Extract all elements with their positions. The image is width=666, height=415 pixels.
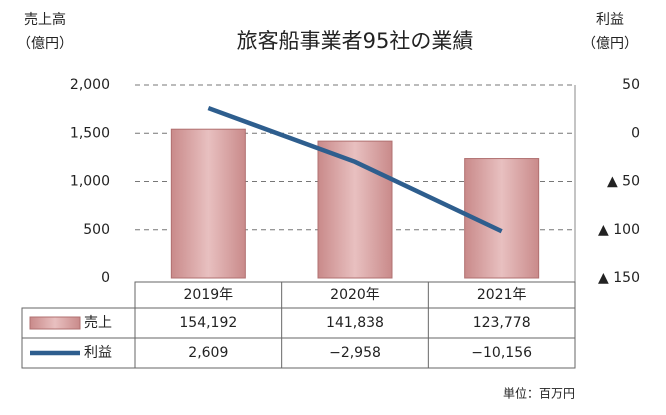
value-label: 141,838 [326,315,384,331]
value-label: −2,958 [329,345,381,361]
y2-tick-label: ▲ 150 [598,270,640,286]
value-label: −10,156 [471,345,532,361]
legend-swatch [29,316,81,330]
value-label: 154,192 [179,315,237,331]
x-tick-label: 2020年 [330,287,380,303]
y2-axis-label: （億円） [582,36,638,52]
value-label: 2,609 [188,345,228,361]
y2-tick-label: ▲ 50 [607,174,640,190]
line [207,105,503,234]
chart-title: 旅客船事業者95社の業績 [237,29,474,53]
legend-label: 売上 [84,315,112,331]
y-axis-label: （億円） [17,36,73,52]
y-tick-label: 500 [83,222,110,238]
y-tick-label: 1,500 [70,125,110,141]
y-tick-label: 1,000 [70,174,110,190]
value-label: 123,778 [473,315,531,331]
x-tick-label: 2019年 [184,287,234,303]
y2-tick-label: 50 [622,77,640,93]
bar [170,128,246,279]
y2-axis-label: 利益 [596,12,624,28]
legend-label: 利益 [84,345,112,361]
y-tick-label: 0 [101,270,110,286]
y-axis-label: 売上高 [24,11,66,28]
y-tick-label: 2,000 [70,77,110,93]
x-tick-label: 2021年 [477,287,527,303]
y2-tick-label: ▲ 100 [598,222,640,238]
unit-note: 単位：百万円 [503,386,575,401]
y2-tick-label: 0 [631,125,640,141]
